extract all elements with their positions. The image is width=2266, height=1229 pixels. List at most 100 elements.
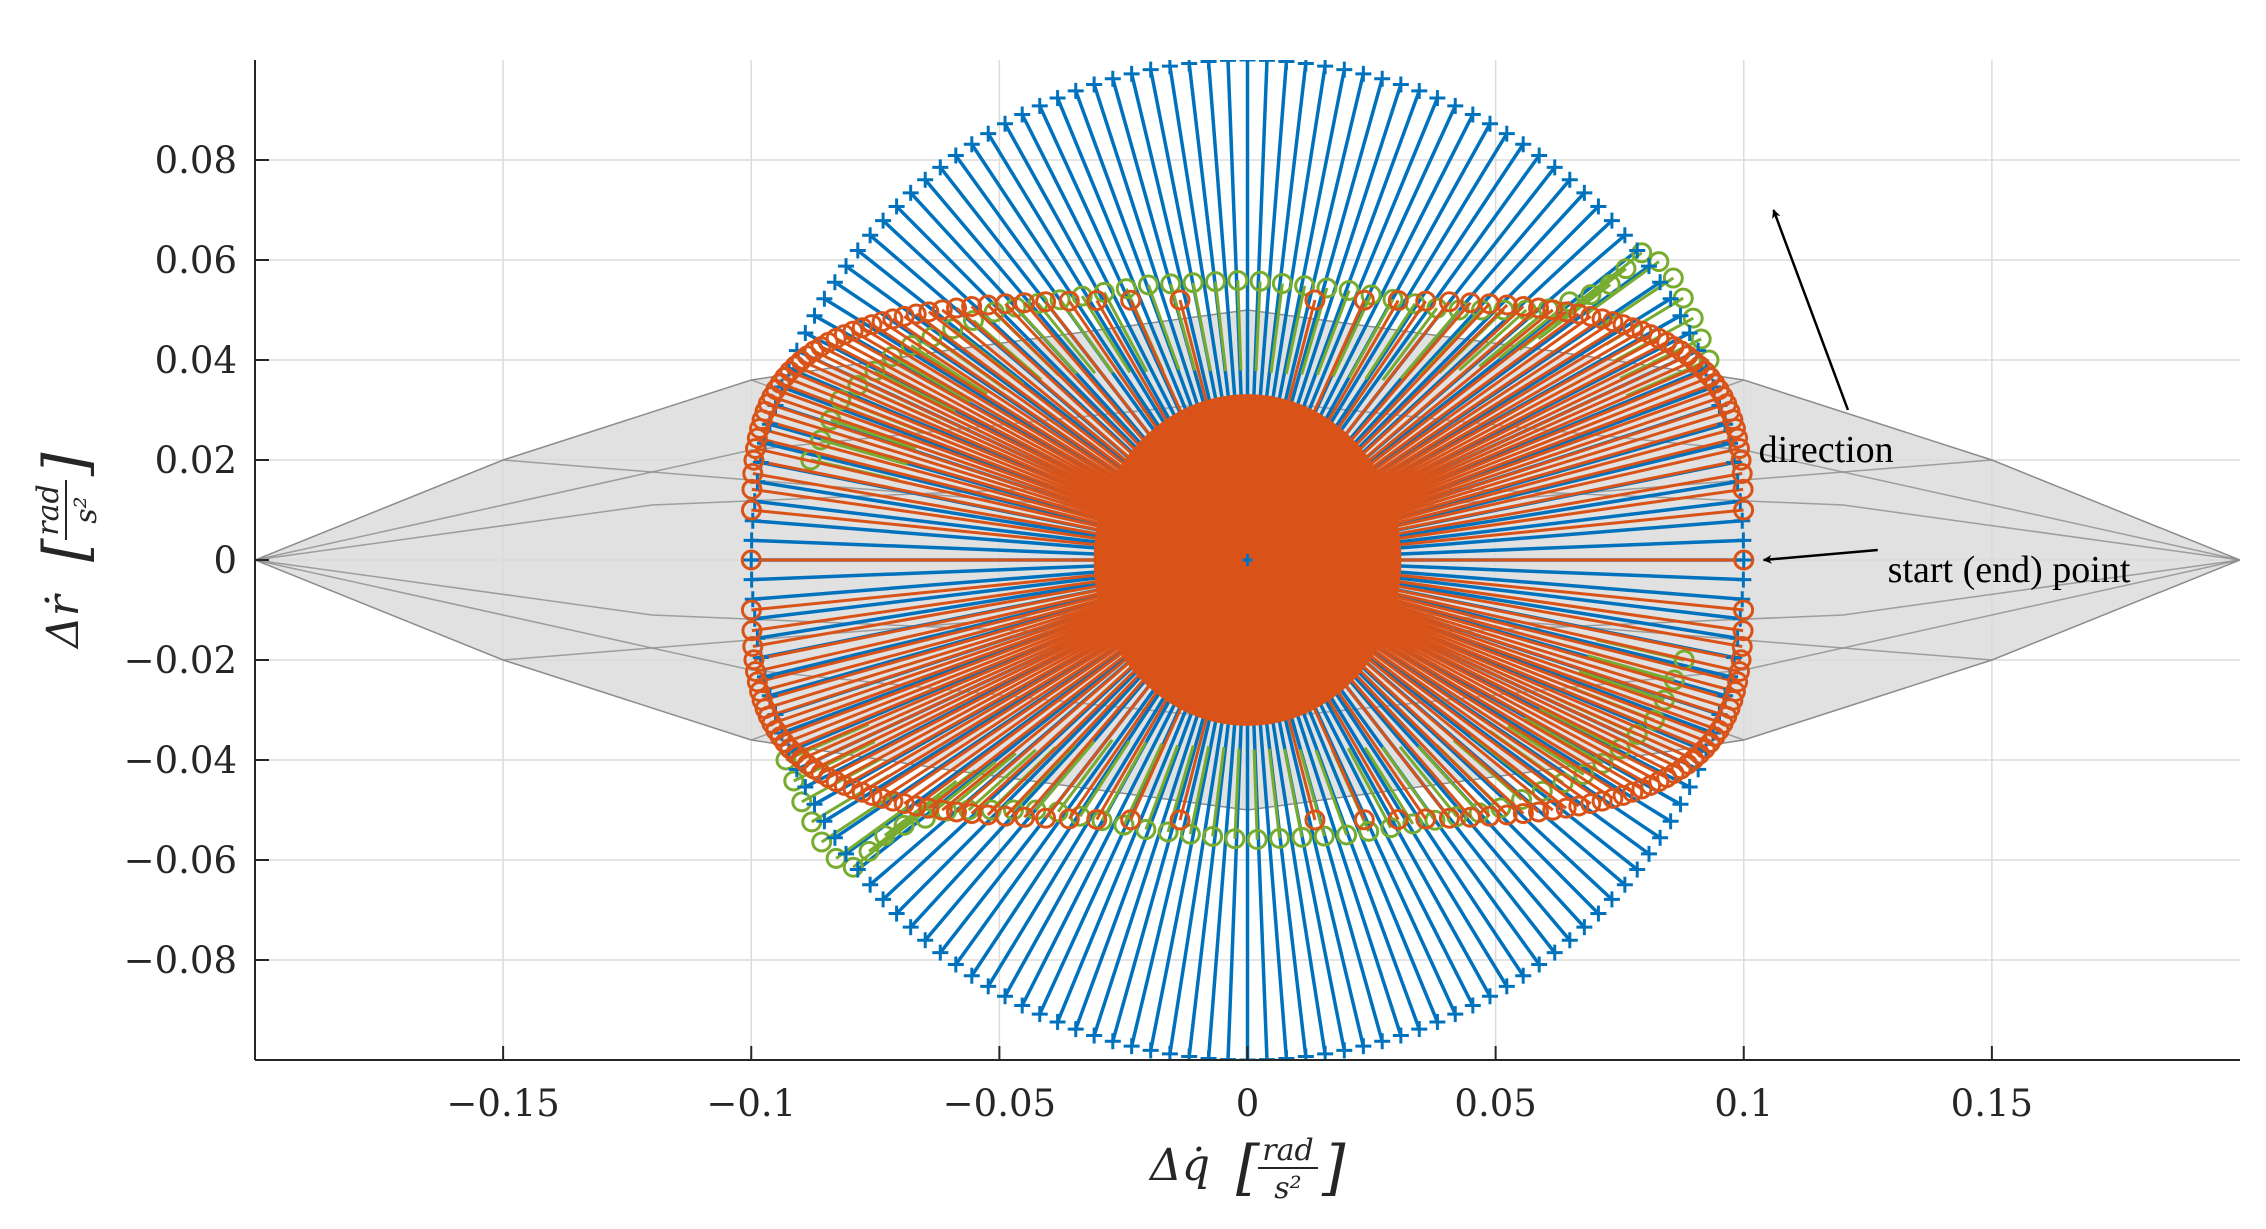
- green-spoke: [1283, 748, 1304, 838]
- circle-marker: [945, 801, 967, 823]
- plus-marker: [1142, 1042, 1159, 1059]
- plus-marker: [1662, 813, 1679, 830]
- circle-marker: [744, 660, 766, 682]
- plus-marker: [797, 778, 814, 795]
- annotation-arrow: [1772, 209, 1850, 411]
- y-tick-labels: −0.08 −0.06 −0.04 −0.02 0 0.02 0.04 0.06 0.08: [124, 139, 237, 982]
- circle-marker: [977, 294, 999, 316]
- green-circle-marker: [1071, 285, 1093, 307]
- green-circle-marker: [1224, 828, 1246, 850]
- plus-marker: [1374, 1033, 1391, 1050]
- green-spoke: [910, 344, 988, 396]
- green-spoke: [1254, 281, 1262, 372]
- circle-marker: [1622, 317, 1644, 339]
- circle-marker: [1415, 290, 1437, 312]
- circle-marker: [1304, 289, 1326, 311]
- plus-marker: [1392, 76, 1409, 93]
- plus-marker: [1561, 932, 1578, 949]
- circle-marker: [790, 350, 812, 372]
- green-spoke: [1507, 724, 1585, 776]
- green-spoke: [1553, 267, 1627, 325]
- circle-marker: [744, 438, 766, 460]
- circle-marker: [1631, 320, 1653, 342]
- green-circle-marker: [1294, 275, 1316, 297]
- y-tick-label: 0.08: [155, 139, 237, 182]
- plus-marker: [1429, 90, 1446, 107]
- y-axis-label-frac-den: s²: [69, 496, 104, 523]
- circle-marker: [931, 299, 953, 321]
- circle-marker: [1727, 671, 1749, 693]
- plus-marker: [947, 956, 964, 973]
- plus-marker: [1200, 1050, 1217, 1060]
- circle-marker: [882, 308, 904, 330]
- circle-marker: [741, 620, 763, 642]
- green-circle-marker: [1204, 271, 1226, 293]
- x-tick-label: 0.15: [1951, 1082, 2033, 1125]
- green-spoke: [1058, 298, 1114, 374]
- plus-marker: [816, 813, 833, 830]
- plus-marker: [1652, 829, 1669, 846]
- plus-marker: [1429, 1013, 1446, 1030]
- circle-marker: [740, 499, 762, 521]
- plus-marker: [743, 552, 760, 568]
- circle-marker: [851, 781, 873, 803]
- x-axis-label-frac-num: rad: [1262, 1133, 1313, 1168]
- plus-marker: [875, 891, 892, 908]
- green-circle-marker: [1626, 723, 1648, 745]
- green-spoke: [1364, 302, 1417, 380]
- circle-marker: [746, 427, 768, 449]
- plus-marker: [1142, 61, 1159, 78]
- green-spoke: [1398, 745, 1459, 818]
- plus-marker: [806, 796, 823, 813]
- green-spoke: [1034, 740, 1096, 811]
- circle-marker: [740, 549, 762, 571]
- green-circle-marker: [1316, 277, 1338, 299]
- green-spoke: [1585, 260, 1660, 316]
- plus-marker: [1278, 1050, 1295, 1060]
- plus-marker: [1481, 988, 1498, 1005]
- green-circle-marker: [1137, 274, 1159, 296]
- green-spoke: [1146, 284, 1181, 371]
- circle-marker: [851, 317, 873, 339]
- plus-marker: [1576, 919, 1593, 936]
- plus-marker: [1515, 136, 1532, 153]
- green-circle-marker: [783, 770, 805, 792]
- plot-area: [255, 60, 2240, 1060]
- circle-marker: [1731, 463, 1753, 485]
- circle-marker: [746, 671, 768, 693]
- plus-marker: [1355, 65, 1372, 82]
- x-tick-label: −0.05: [943, 1082, 1056, 1125]
- circle-marker: [1622, 781, 1644, 803]
- green-spoke: [1267, 748, 1282, 839]
- green-circle-marker: [1682, 307, 1704, 329]
- orange-markers: [740, 289, 1755, 831]
- green-circle-marker: [1246, 829, 1268, 851]
- plus-marker: [826, 829, 843, 846]
- circle-marker: [1733, 599, 1755, 621]
- plus-marker: [1681, 778, 1698, 795]
- green-circle-marker: [962, 309, 984, 331]
- x-axis-label-frac-den: s²: [1274, 1171, 1301, 1206]
- plus-marker: [744, 512, 761, 529]
- circle-marker: [1732, 478, 1754, 500]
- plus-marker: [1531, 956, 1548, 973]
- circle-marker: [774, 732, 796, 754]
- circle-marker: [1438, 291, 1460, 313]
- plus-marker: [1481, 115, 1498, 132]
- plus-marker: [1336, 1042, 1353, 1059]
- x-axis-label-prefix: Δq̇: [1148, 1140, 1210, 1191]
- plus-marker: [1531, 147, 1548, 164]
- green-circle-marker: [1182, 272, 1204, 294]
- plus-marker: [1067, 1021, 1084, 1038]
- circle-marker: [751, 409, 773, 431]
- y-tick-label: −0.02: [124, 639, 237, 682]
- green-spoke: [1233, 748, 1241, 839]
- circle-marker: [1304, 809, 1326, 831]
- plus-marker: [1014, 106, 1031, 123]
- plus-marker: [1603, 891, 1620, 908]
- green-spoke: [1539, 706, 1621, 751]
- green-circle-marker: [1115, 278, 1137, 300]
- green-circle-marker: [1249, 270, 1271, 292]
- plus-marker: [1561, 171, 1578, 188]
